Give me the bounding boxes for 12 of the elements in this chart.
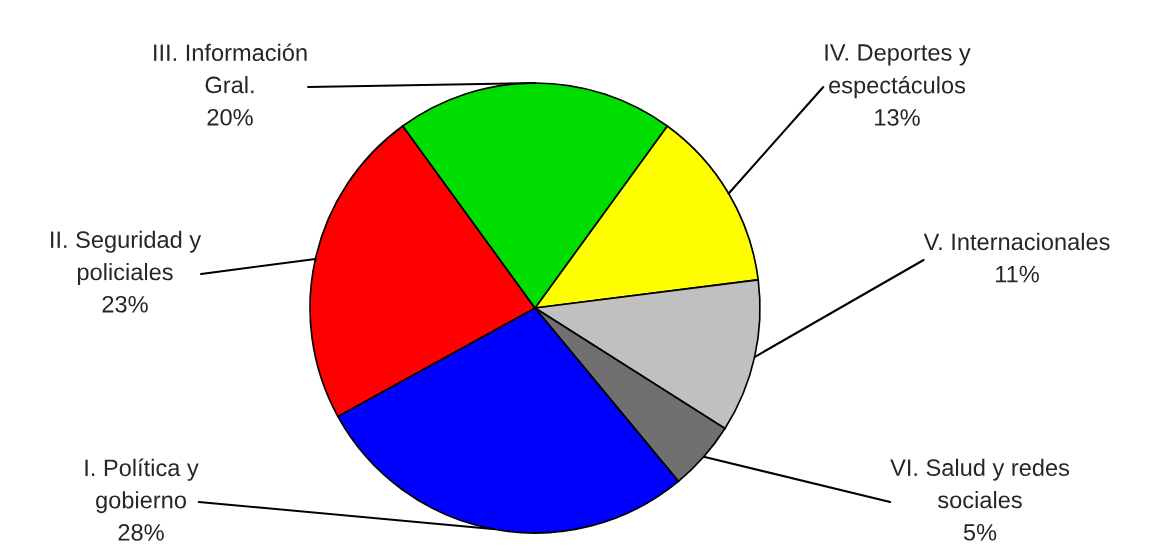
slice-label: I. Política y gobierno [85,458,199,514]
data-label: 5% [963,524,997,541]
slice-label: VI. Salud y redes sociales [890,458,1070,509]
data-label: 23% [102,295,148,313]
data-label: 28% [118,524,164,541]
slice-label: III. Información Gral. [154,43,307,94]
slice-label: II. Seguridad y policiales [51,230,202,285]
slice-label: V. Internacionales [923,232,1110,251]
data-label: 20% [207,108,253,126]
slice-label: IV. Deportes y espectáculos [825,44,971,99]
data-label: 13% [875,109,920,126]
data-label: 11% [996,265,1039,283]
